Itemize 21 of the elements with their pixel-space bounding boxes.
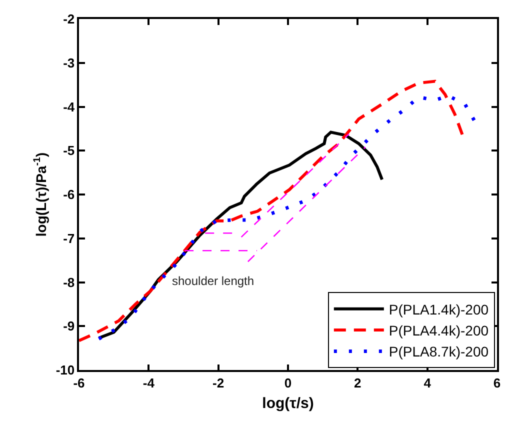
y-tick-label: -8 [63, 274, 75, 290]
y-tick-label: -4 [63, 99, 76, 114]
y-tick-label: -7 [63, 230, 75, 246]
y-tick-label: -10 [56, 362, 75, 378]
y-tick-label: -9 [63, 318, 75, 334]
x-tick-label: 6 [493, 375, 501, 390]
y-tick-label: -5 [63, 143, 75, 158]
y-tick-label: -2 [63, 12, 75, 27]
x-tick-label: -2 [212, 375, 224, 390]
x-tick-label: 4 [424, 375, 432, 390]
x-tick-label: 0 [284, 375, 292, 390]
x-tick-label: -6 [73, 375, 85, 390]
legend-label: P(PLA4.4k)-200 [388, 322, 489, 339]
legend-label: P(PLA8.7k)-200 [388, 344, 489, 360]
legend-label: P(PLA1.4k)-200 [388, 301, 489, 318]
x-tick-label: 2 [354, 375, 362, 390]
y-tick-label: -6 [63, 187, 75, 202]
x-axis-title: log(τ/s) [262, 394, 314, 412]
y-tick-label: -3 [63, 55, 75, 70]
x-tick-label: -4 [142, 375, 156, 390]
annotation: shoulder length [172, 274, 254, 288]
